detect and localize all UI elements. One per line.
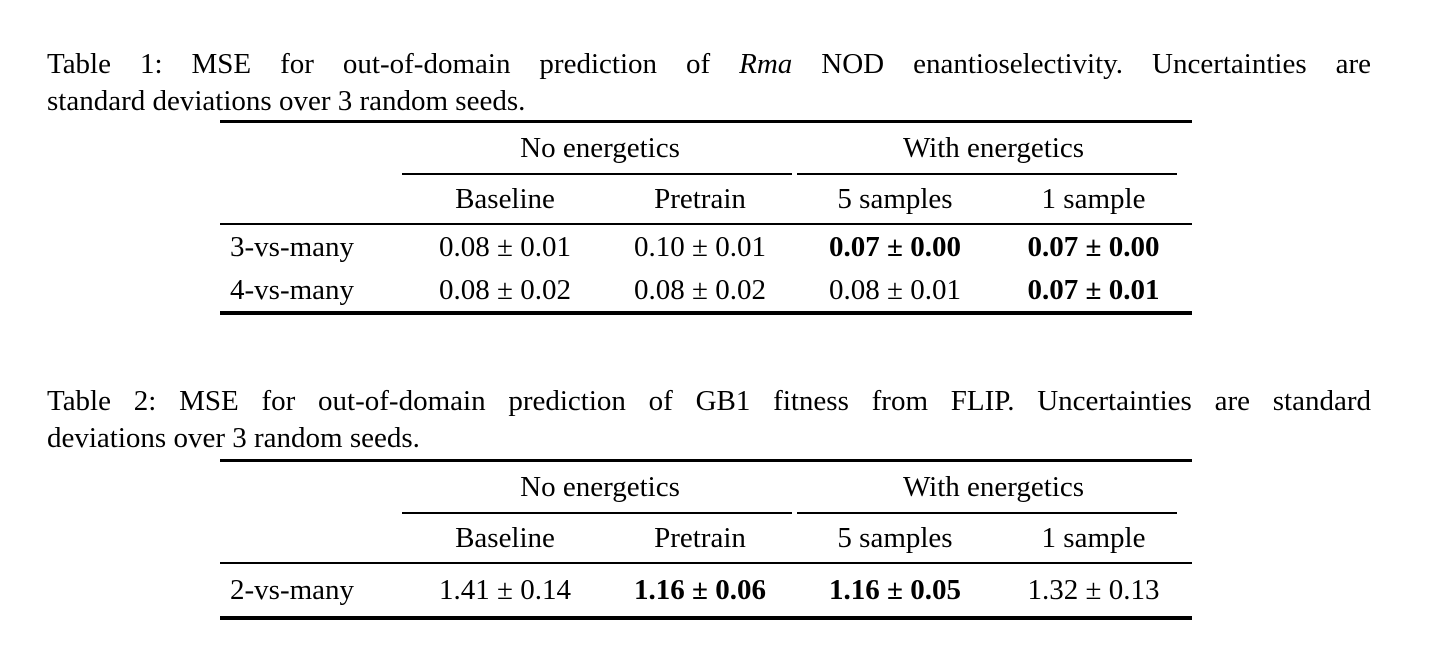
table2-col-header-baseline: Baseline	[455, 521, 555, 554]
value-cell: 1.41 ± 0.14	[439, 573, 571, 606]
table1-caption-line1: Table 1: MSE for out-of-domain predictio…	[47, 46, 1371, 83]
table1-cmidrules	[220, 173, 1192, 175]
table2-mid-rule	[220, 562, 1192, 564]
value-cell: 0.08 ± 0.02	[439, 273, 571, 306]
table1-col-header-baseline: Baseline	[455, 182, 555, 215]
table1-caption-text-cont: NOD enantioselectivity. Uncertainties ar…	[792, 48, 1371, 80]
table2-cmidrules	[220, 512, 1192, 514]
table1-caption: Table 1: MSE for out-of-domain predictio…	[47, 46, 1371, 120]
table2-group-header-with-energetics: With energetics	[902, 470, 1085, 503]
row-label-2-vs-many: 2-vs-many	[230, 573, 355, 606]
table-row: 2-vs-many 1.41 ± 0.14 1.16 ± 0.06 1.16 ±…	[220, 564, 1192, 616]
table1-caption-line2: standard deviations over 3 random seeds.	[47, 85, 526, 117]
table-row: 3-vs-many 0.08 ± 0.01 0.10 ± 0.01 0.07 ±…	[220, 225, 1192, 269]
table2-caption-line1: Table 2: MSE for out-of-domain predictio…	[47, 385, 1371, 417]
table2: No energetics With energetics Baseline P…	[220, 459, 1192, 620]
table2-group-header-no-energetics: No energetics	[520, 470, 680, 503]
row-label-3-vs-many: 3-vs-many	[230, 230, 355, 263]
table1-bottom-rule	[220, 311, 1192, 315]
value-cell: 0.08 ± 0.01	[829, 273, 961, 306]
table2-col-header-pretrain: Pretrain	[654, 521, 746, 554]
value-cell: 1.16 ± 0.05	[829, 573, 961, 606]
table1-cmidrule-no-energetics	[402, 173, 792, 175]
table1-group-header-row: No energetics With energetics	[220, 123, 1192, 173]
table2-cmidrule-with-energetics	[797, 512, 1177, 514]
table2-group-header-row: No energetics With energetics	[220, 462, 1192, 512]
value-cell: 0.07 ± 0.00	[1027, 230, 1160, 263]
value-cell: 0.10 ± 0.01	[634, 230, 766, 263]
value-cell: 1.32 ± 0.13	[1027, 573, 1160, 606]
table1-group-header-with-energetics: With energetics	[902, 131, 1085, 164]
row-label-4-vs-many: 4-vs-many	[230, 273, 355, 306]
table2-column-header-row: Baseline Pretrain 5 samples 1 sample	[220, 514, 1192, 562]
value-cell: 0.08 ± 0.01	[439, 230, 571, 263]
table1-caption-italic-rma: Rma	[739, 48, 793, 80]
value-cell: 0.08 ± 0.02	[634, 273, 766, 306]
table2-bottom-rule	[220, 616, 1192, 620]
table1-group-header-no-energetics: No energetics	[520, 131, 680, 164]
value-cell: 0.07 ± 0.00	[829, 230, 961, 263]
value-cell: 1.16 ± 0.06	[634, 573, 766, 606]
table1-cmidrule-with-energetics	[797, 173, 1177, 175]
table1-caption-text: Table 1: MSE for out-of-domain predictio…	[47, 48, 740, 80]
table1-top-rule	[220, 120, 1192, 123]
table2-col-header-5-samples: 5 samples	[837, 521, 953, 554]
value-cell: 0.07 ± 0.01	[1027, 273, 1160, 306]
table2-cmidrule-no-energetics	[402, 512, 792, 514]
table1-mid-rule	[220, 223, 1192, 225]
table2-caption: Table 2: MSE for out-of-domain predictio…	[47, 383, 1371, 457]
table1-col-header-5-samples: 5 samples	[837, 182, 953, 215]
table2-caption-line2: deviations over 3 random seeds.	[47, 422, 420, 454]
table2-top-rule	[220, 459, 1192, 462]
table1: No energetics With energetics Baseline P…	[220, 120, 1192, 315]
table1-col-header-pretrain: Pretrain	[654, 182, 746, 215]
table1-column-header-row: Baseline Pretrain 5 samples 1 sample	[220, 175, 1192, 223]
table-row: 4-vs-many 0.08 ± 0.02 0.08 ± 0.02 0.08 ±…	[220, 269, 1192, 311]
table1-col-header-1-sample: 1 sample	[1041, 182, 1146, 215]
table2-col-header-1-sample: 1 sample	[1041, 521, 1146, 554]
